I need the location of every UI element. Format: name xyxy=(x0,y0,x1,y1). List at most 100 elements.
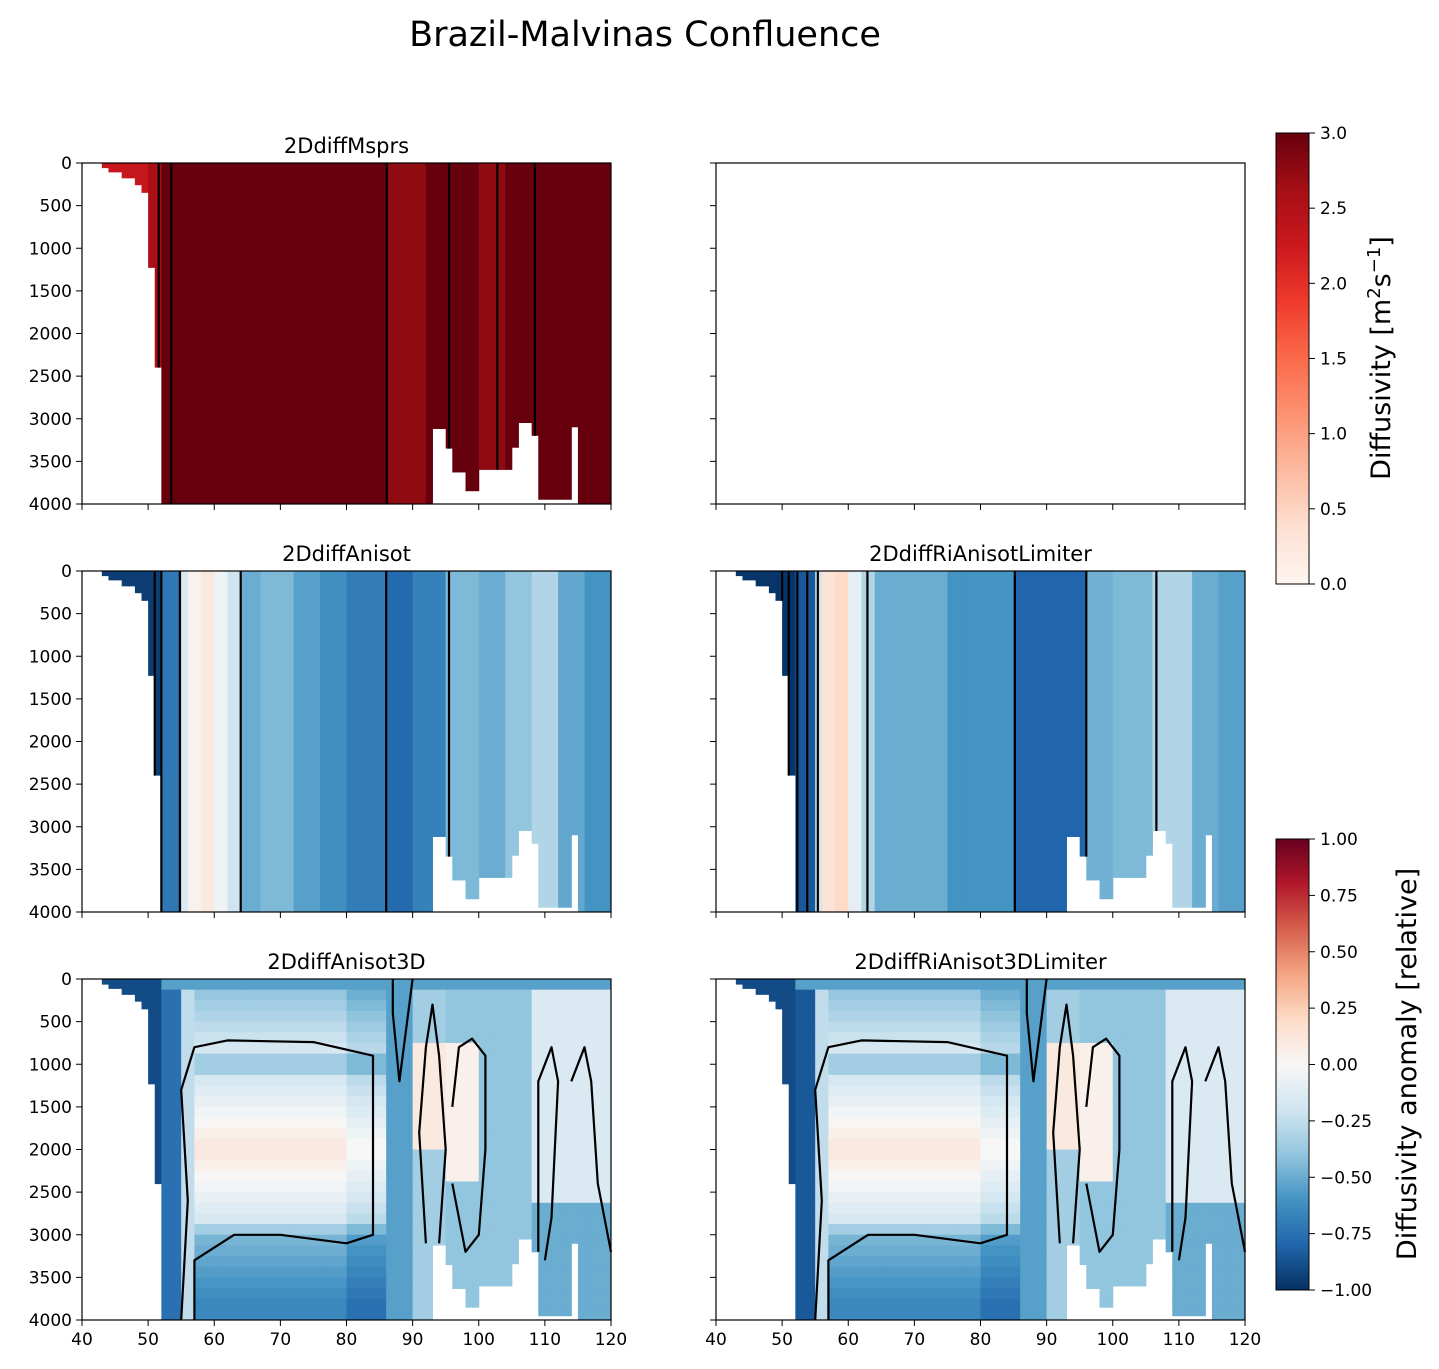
heatmap-cell xyxy=(1145,1010,1153,1023)
heatmap-cell xyxy=(954,1160,962,1172)
y-tick-label: 2000 xyxy=(29,733,72,753)
heatmap-cell xyxy=(240,1149,248,1161)
heatmap-cell xyxy=(406,1245,414,1257)
heatmap-cell xyxy=(1198,1160,1206,1172)
heatmap-cell xyxy=(207,1298,215,1310)
heatmap-cell xyxy=(518,1170,526,1182)
heatmap-cell xyxy=(214,1288,222,1300)
heatmap-cell xyxy=(491,1192,500,1204)
heatmap-cell xyxy=(300,1032,308,1044)
heatmap-cell xyxy=(841,1064,849,1076)
heatmap-cell xyxy=(591,979,599,991)
heatmap-cell xyxy=(425,1181,433,1193)
heatmap-cell xyxy=(392,1032,400,1044)
heatmap-cell xyxy=(848,1138,856,1150)
heatmap-column xyxy=(339,163,347,504)
heatmap-cell xyxy=(260,1181,268,1193)
heatmap-cell xyxy=(1112,1149,1120,1161)
heatmap-cell xyxy=(505,1266,513,1278)
heatmap-cell xyxy=(174,1266,182,1278)
heatmap-cell xyxy=(326,1266,334,1278)
heatmap-cell xyxy=(379,1032,387,1044)
heatmap-cell xyxy=(1145,1234,1153,1246)
heatmap-cell xyxy=(1139,1224,1147,1236)
heatmap-cell xyxy=(861,1117,869,1129)
heatmap-cell xyxy=(861,1064,869,1076)
heatmap-cell xyxy=(518,1202,526,1214)
heatmap-cell xyxy=(551,1277,559,1289)
heatmap-cell xyxy=(1178,979,1186,991)
heatmap-cell xyxy=(273,1106,281,1119)
heatmap-cell xyxy=(795,1170,803,1182)
heatmap-cell xyxy=(848,1192,856,1204)
heatmap-cell xyxy=(841,1032,849,1044)
heatmap-cell xyxy=(848,1309,856,1321)
heatmap-cell xyxy=(247,1309,255,1321)
heatmap-cell xyxy=(1119,1234,1127,1246)
heatmap-cell xyxy=(207,989,215,1001)
heatmap-column xyxy=(914,571,922,912)
heatmap-cell xyxy=(868,1224,876,1236)
heatmap-cell xyxy=(306,1117,314,1129)
heatmap-cell xyxy=(577,1085,586,1097)
heatmap-cell xyxy=(201,1010,209,1023)
heatmap-cell xyxy=(835,1149,843,1161)
heatmap-cell xyxy=(584,1138,592,1150)
heatmap-cell xyxy=(412,1309,420,1321)
heatmap-cell xyxy=(584,1053,592,1065)
heatmap-cell xyxy=(1092,1202,1101,1214)
heatmap-cell xyxy=(914,1096,922,1108)
heatmap-cell xyxy=(498,1074,506,1087)
heatmap-cell xyxy=(835,1202,843,1214)
heatmap-cell xyxy=(346,1266,354,1278)
heatmap-cell xyxy=(577,1256,586,1268)
heatmap-column xyxy=(141,571,149,601)
heatmap-cell xyxy=(1026,1170,1034,1182)
heatmap-cell xyxy=(498,1213,506,1225)
heatmap-cell xyxy=(1225,1213,1233,1225)
heatmap-cell xyxy=(914,1042,922,1055)
heatmap-cell xyxy=(485,1202,493,1214)
heatmap-cell xyxy=(940,1053,948,1065)
heatmap-cell xyxy=(167,1021,176,1033)
heatmap-cell xyxy=(1046,989,1054,1001)
heatmap-cell xyxy=(907,1234,915,1246)
heatmap-cell xyxy=(412,1234,420,1246)
heatmap-cell xyxy=(1099,1074,1107,1087)
heatmap-cell xyxy=(399,1288,407,1300)
heatmap-cell xyxy=(874,1181,882,1193)
heatmap-cell xyxy=(821,1288,829,1300)
heatmap-cell xyxy=(339,1085,347,1097)
heatmap-cell xyxy=(419,1096,427,1108)
heatmap-cell xyxy=(399,1000,407,1012)
heatmap-cell xyxy=(597,989,605,1001)
heatmap-cell xyxy=(868,1106,876,1119)
heatmap-cell xyxy=(220,1138,228,1150)
heatmap-cell xyxy=(558,1085,566,1097)
heatmap-cell xyxy=(795,1245,803,1257)
heatmap-cell xyxy=(220,1213,228,1225)
heatmap-cell xyxy=(214,1000,222,1012)
heatmap-cell xyxy=(1040,1160,1048,1172)
heatmap-cell xyxy=(253,1021,262,1033)
heatmap-cell xyxy=(419,1149,427,1161)
heatmap-cell xyxy=(313,1170,321,1182)
heatmap-cell xyxy=(1020,1032,1028,1044)
heatmap-cell xyxy=(881,1053,889,1065)
heatmap-column xyxy=(835,571,843,912)
heatmap-cell xyxy=(207,1000,215,1012)
heatmap-cell xyxy=(571,1170,579,1182)
heatmap-cell xyxy=(538,1245,546,1257)
heatmap-cell xyxy=(1013,1202,1021,1214)
heatmap-cell xyxy=(1192,1032,1200,1044)
heatmap-cell xyxy=(821,1192,829,1204)
heatmap-column xyxy=(359,571,367,912)
heatmap-cell xyxy=(1178,1202,1186,1214)
heatmap-cell xyxy=(1165,1074,1173,1087)
heatmap-cell xyxy=(1125,1224,1134,1236)
heatmap-cell xyxy=(253,1138,262,1150)
heatmap-cell xyxy=(273,1298,281,1310)
heatmap-cell xyxy=(1185,1053,1193,1065)
heatmap-cell xyxy=(214,1096,222,1108)
heatmap-cell xyxy=(1112,1096,1120,1108)
